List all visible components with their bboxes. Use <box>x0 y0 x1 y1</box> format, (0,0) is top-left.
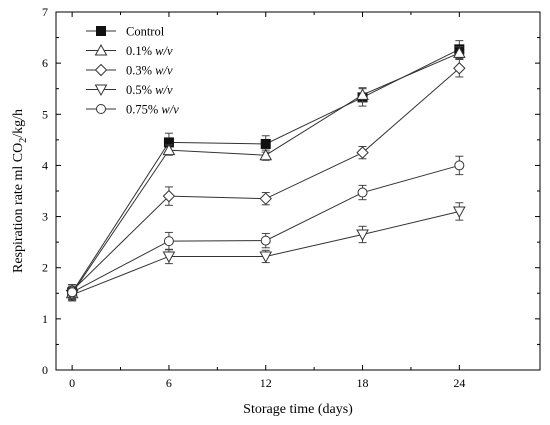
data-point <box>259 251 273 264</box>
y-tick-label: 7 <box>42 5 48 19</box>
y-tick-label: 1 <box>42 312 48 326</box>
y-tick-label: 3 <box>42 210 48 224</box>
series-layer <box>65 40 466 302</box>
legend-label: 0.5% w/v <box>126 83 173 97</box>
data-point <box>356 88 369 100</box>
legend-item: Control <box>86 25 165 39</box>
data-point <box>162 189 176 203</box>
y-tick-label: 6 <box>42 56 48 70</box>
legend-item: 0.1% w/v <box>86 43 173 58</box>
x-tick-label: 24 <box>453 376 465 390</box>
legend-marker <box>96 104 106 114</box>
legend: Control 0.1% w/v 0.3% w/v 0.5% w/v 0.75% w/v <box>86 25 179 117</box>
data-point <box>260 235 271 246</box>
x-tick-label: 18 <box>357 376 369 390</box>
data-point <box>260 138 271 149</box>
x-tick-label: 6 <box>166 376 172 390</box>
data-point <box>162 143 176 156</box>
legend-label: 0.75% w/v <box>126 103 179 117</box>
legend-item: 0.5% w/v <box>86 83 173 97</box>
data-point <box>357 187 368 198</box>
data-point <box>452 206 466 218</box>
legend-label: 0.1% w/v <box>126 44 173 58</box>
legend-item: 0.3% w/v <box>86 64 173 78</box>
data-point <box>67 287 78 298</box>
y-axis-label: Respiration rate ml CO2/kg/h <box>11 109 29 273</box>
legend-marker <box>94 43 108 56</box>
x-axis-label: Storage time (days) <box>243 402 353 417</box>
legend-marker <box>94 63 108 77</box>
y-tick-label: 0 <box>42 363 48 377</box>
series-5 <box>67 155 465 299</box>
data-point <box>454 160 465 171</box>
legend-label: Control <box>126 25 165 39</box>
data-point <box>356 229 369 242</box>
data-point <box>162 251 176 264</box>
legend-item: 0.75% w/v <box>86 103 179 117</box>
y-tick-label: 4 <box>42 158 48 172</box>
data-point <box>259 148 273 161</box>
x-axis-ticks: 0 6 12 18 24 <box>69 12 465 390</box>
legend-label: 0.3% w/v <box>126 64 173 78</box>
x-tick-label: 12 <box>260 376 272 390</box>
data-point <box>453 62 466 75</box>
x-tick-label: 0 <box>69 376 75 390</box>
data-point <box>356 146 369 159</box>
data-point <box>452 46 466 58</box>
data-point <box>163 236 174 247</box>
y-tick-label: 5 <box>42 107 48 121</box>
legend-marker <box>94 84 108 97</box>
data-point <box>259 192 272 205</box>
y-axis-ticks: 0 1 2 3 4 5 6 7 <box>42 5 540 377</box>
legend-marker <box>96 26 106 36</box>
series-4 <box>65 202 466 302</box>
y-tick-label: 2 <box>42 261 48 275</box>
series-line <box>71 164 460 293</box>
